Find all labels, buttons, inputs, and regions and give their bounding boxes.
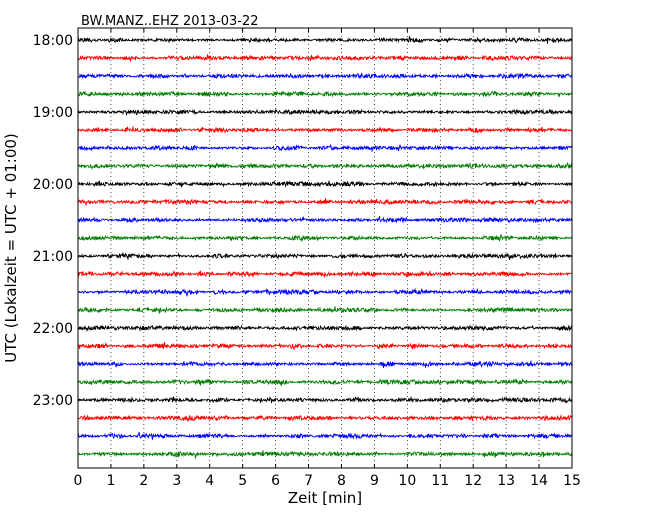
x-tick-label: 11 — [431, 473, 449, 489]
seismic-trace-line — [77, 197, 573, 206]
seismic-trace-line — [77, 161, 573, 171]
seismic-trace-line — [77, 108, 573, 116]
x-tick-label: 1 — [106, 473, 115, 489]
x-tick-label: 12 — [464, 473, 482, 489]
seismic-trace-line — [77, 378, 573, 386]
y-tick-label: 20:00 — [33, 177, 73, 193]
seismic-trace-line — [77, 215, 573, 224]
seismic-trace-line — [77, 359, 573, 368]
seismic-trace-line — [77, 414, 573, 422]
y-tick-label: 22:00 — [33, 321, 73, 337]
x-axis-label: Zeit [min] — [288, 489, 362, 507]
x-tick-label: 4 — [205, 473, 214, 489]
x-tick-label: 13 — [497, 473, 515, 489]
seismic-trace-line — [77, 395, 573, 404]
seismic-trace-line — [77, 144, 573, 152]
seismic-trace-line — [77, 450, 573, 459]
y-tick-label: 21:00 — [33, 249, 73, 265]
x-tick-label: 5 — [238, 473, 247, 489]
x-tick-label: 14 — [530, 473, 548, 489]
seismic-traces — [77, 35, 573, 459]
seismic-trace-line — [77, 234, 573, 243]
seismic-trace-line — [77, 72, 573, 80]
seismic-trace-line — [77, 341, 573, 350]
x-tick-label: 0 — [74, 473, 83, 489]
y-tick-label: 19:00 — [33, 105, 73, 121]
x-tick-label: 7 — [304, 473, 313, 489]
seismic-trace-line — [77, 431, 573, 440]
seismic-trace-line — [77, 252, 573, 260]
y-tick-label: 18:00 — [33, 33, 73, 49]
x-tick-label: 8 — [337, 473, 346, 489]
x-tick-label: 2 — [139, 473, 148, 489]
x-tick-label: 9 — [370, 473, 379, 489]
y-axis-label: UTC (Lokalzeit = UTC + 01:00) — [2, 133, 20, 363]
chart-title: BW.MANZ..EHZ 2013-03-22 — [81, 14, 259, 29]
x-tick-label: 3 — [172, 473, 181, 489]
seismic-trace-line — [77, 54, 573, 63]
grid-lines — [110, 28, 540, 468]
seismic-trace-line — [77, 287, 573, 297]
plot-background — [78, 28, 572, 468]
seismic-trace-line — [77, 90, 573, 98]
seismic-trace-line — [77, 269, 573, 278]
x-tick-label: 10 — [398, 473, 416, 489]
seismic-trace-line — [77, 306, 573, 314]
seismic-trace-line — [77, 179, 573, 188]
x-axis-ticks: 0 1 2 3 4 5 6 7 8 9 10 11 12 13 14 15 — [74, 28, 581, 489]
y-axis-ticks: 18:00 19:00 20:00 21:00 22:00 23:00 — [33, 33, 572, 409]
seismic-trace-line — [77, 126, 573, 134]
seismic-trace-line — [77, 35, 573, 44]
x-tick-label: 15 — [563, 473, 581, 489]
seismic-trace-line — [77, 324, 573, 333]
x-tick-label: 6 — [271, 473, 280, 489]
plot-frame — [77, 27, 573, 469]
y-tick-label: 23:00 — [33, 393, 73, 409]
